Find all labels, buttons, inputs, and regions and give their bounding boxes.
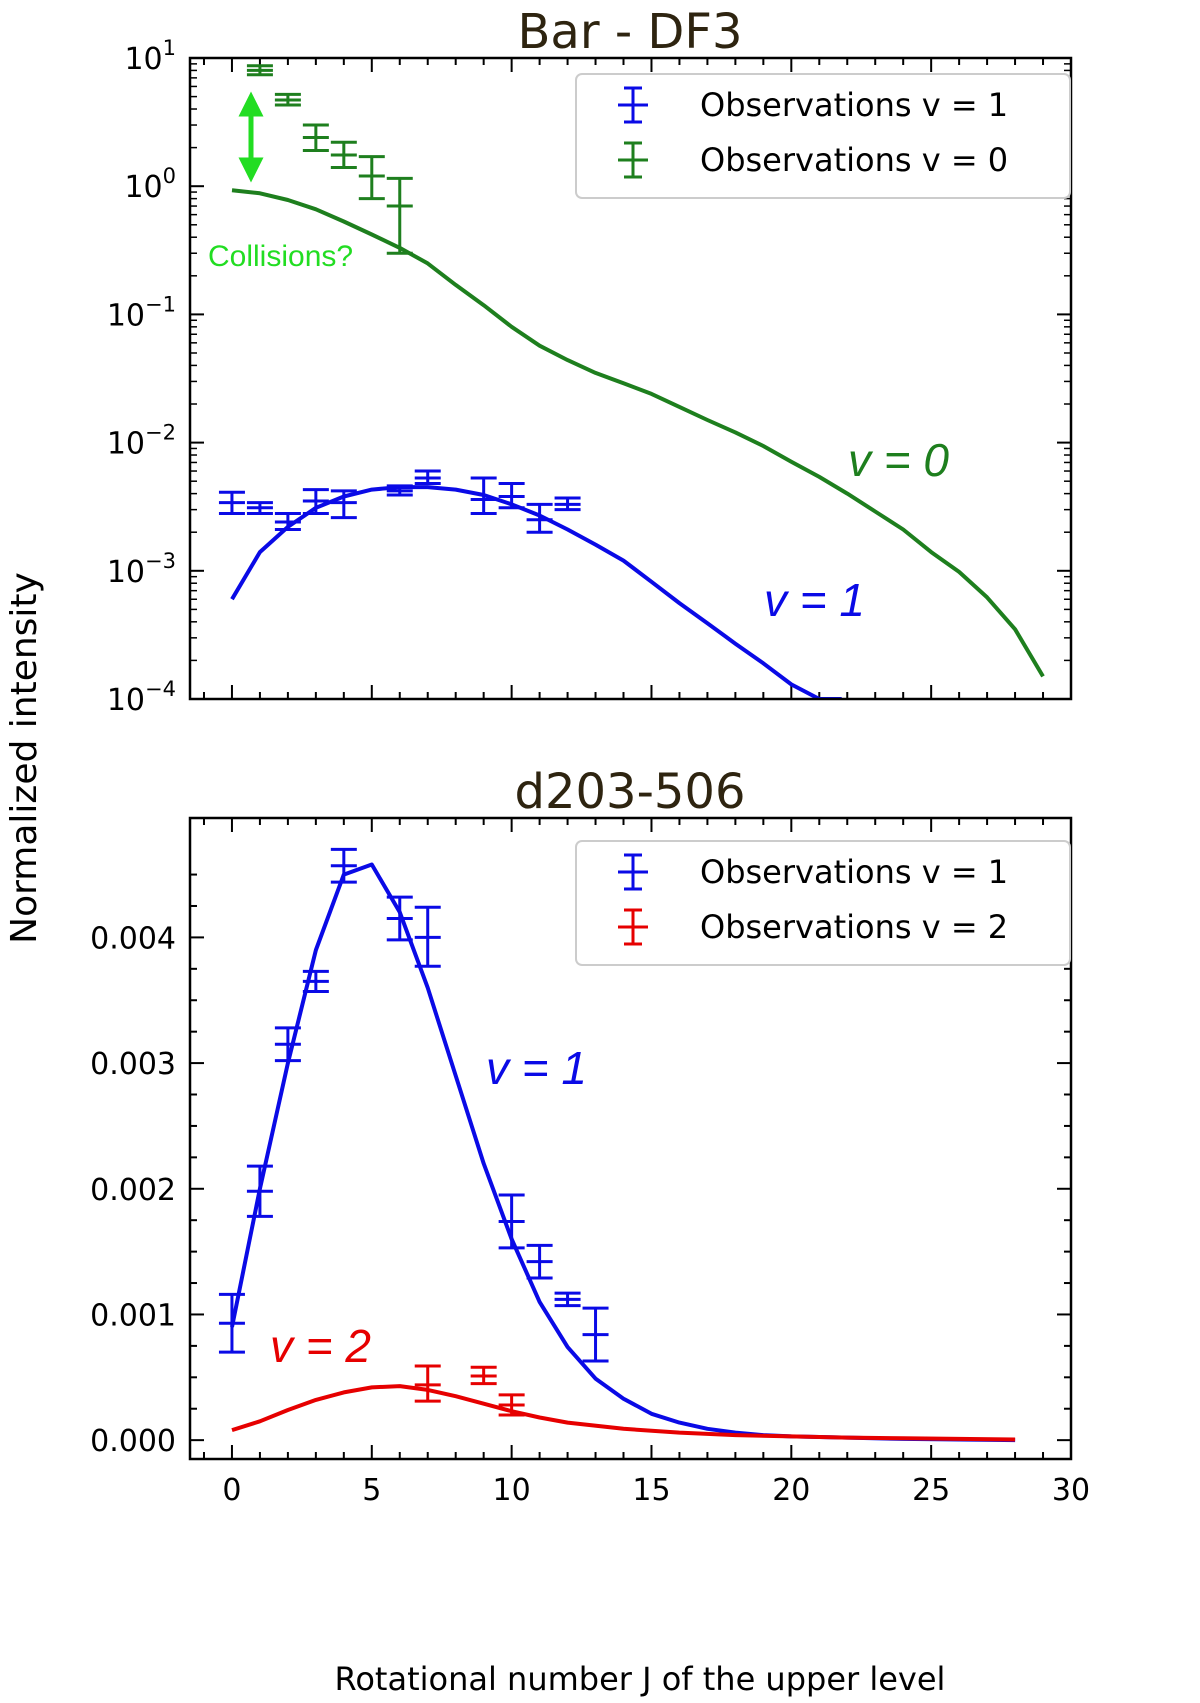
top-ytick-label--4: 10−4 <box>107 677 176 718</box>
bottom-obs-point-2-0 <box>218 1292 245 1354</box>
bottom-panel-title: d203-506 <box>514 764 745 820</box>
top-label-v1: v = 1 <box>764 574 865 626</box>
bottom-obs-point-2-6 <box>414 905 441 968</box>
bottom-legend-label-v1: Observations v = 1 <box>700 853 1008 891</box>
bottom-obs-point-2-7 <box>498 1193 525 1250</box>
top-legend-label-v0: Observations v = 0 <box>700 141 1008 179</box>
bottom-ytick-label-1: 0.001 <box>90 1298 176 1333</box>
bottom-xtick-label-30: 30 <box>1052 1473 1090 1508</box>
bottom-obs-point-2-1 <box>246 1164 273 1218</box>
x-axis-label: Rotational number J of the upper level <box>335 1660 946 1698</box>
bottom-ytick-label-0: 0.000 <box>90 1424 176 1459</box>
bottom-label-v1: v = 1 <box>486 1042 587 1094</box>
top-legend-marker-v1 <box>618 86 648 124</box>
bottom-panel: d203-506 0.000 0.001 0.002 0.003 0.004 0 5 10 1… <box>90 764 1090 1698</box>
bottom-xtick-label-0: 0 <box>222 1473 241 1508</box>
top-obs-point-3-9 <box>526 502 553 534</box>
bottom-legend-marker-v1 <box>618 853 648 891</box>
top-series-group <box>218 64 1045 699</box>
bottom-legend-label-v2: Observations v = 2 <box>700 908 1008 946</box>
top-ytick-label--2: 10−2 <box>107 421 176 462</box>
bottom-y-tick-labels: 0.000 0.001 0.002 0.003 0.004 <box>90 921 176 1459</box>
top-obs-point-3-0 <box>218 490 245 515</box>
bottom-xtick-label-15: 15 <box>632 1473 670 1508</box>
top-obs-point-2-5 <box>386 176 413 255</box>
top-model-line-v0 <box>231 188 1045 678</box>
top-obs-point-3-6 <box>414 469 441 485</box>
top-legend-label-v1: Observations v = 1 <box>700 86 1008 124</box>
top-obs-point-2-2 <box>302 123 329 152</box>
top-obs-point-3-8 <box>498 481 525 510</box>
bottom-ytick-label-4: 0.004 <box>90 921 176 956</box>
top-panel-title: Bar - DF3 <box>517 4 742 60</box>
top-obs-point-3-2 <box>274 511 301 531</box>
top-plot-frame <box>188 56 1073 701</box>
bottom-legend-box <box>575 840 1071 966</box>
bottom-legend: Observations v = 1 Observations v = 2 <box>575 840 1071 966</box>
bottom-series-group <box>218 847 1016 1443</box>
top-obs-point-3-4 <box>330 489 357 520</box>
bottom-obs-point-2-5 <box>386 895 413 942</box>
top-ytick-label--3: 10−3 <box>107 549 176 590</box>
bottom-xtick-label-20: 20 <box>772 1473 810 1508</box>
bottom-xtick-label-5: 5 <box>362 1473 381 1508</box>
bottom-legend-marker-v2 <box>618 908 648 946</box>
top-ytick-label--1: 10−1 <box>107 292 176 333</box>
top-obs-point-3-10 <box>554 496 581 512</box>
bottom-xtick-label-10: 10 <box>493 1473 531 1508</box>
bottom-obs-point-2-9 <box>554 1291 581 1308</box>
bottom-x-tick-labels: 0 5 10 15 20 25 30 <box>222 1473 1090 1508</box>
top-obs-point-3-1 <box>246 501 273 515</box>
bottom-obs-point-2-3 <box>302 969 329 993</box>
bottom-xtick-label-25: 25 <box>912 1473 950 1508</box>
bottom-label-v2: v = 2 <box>270 1320 371 1372</box>
bottom-ytick-label-3: 0.003 <box>90 1047 176 1082</box>
top-ytick-label-1: 101 <box>124 36 176 77</box>
y-axis-label: Normalized intensity <box>4 572 45 944</box>
bottom-model-line-v2 <box>231 1384 1016 1442</box>
top-obs-point-3-3 <box>302 488 329 515</box>
bottom-plot-frame <box>188 816 1073 1461</box>
bottom-obs-point-2-8 <box>526 1243 553 1280</box>
top-legend: Observations v = 1 Observations v = 0 <box>575 73 1071 199</box>
top-obs-point-3-7 <box>470 476 497 515</box>
bottom-obs-point-2-10 <box>582 1306 609 1363</box>
top-obs-point-3-5 <box>386 484 413 497</box>
bottom-obs-point-3-1 <box>470 1365 497 1386</box>
bottom-obs-point-3-0 <box>414 1364 441 1403</box>
top-obs-point-2-3 <box>330 140 357 169</box>
collisions-annotation: Collisions? <box>208 240 353 273</box>
top-obs-point-2-0 <box>246 64 273 77</box>
top-legend-marker-v0 <box>618 141 648 179</box>
top-legend-box <box>575 73 1071 199</box>
top-ytick-label-0: 100 <box>124 164 176 205</box>
bottom-obs-point-2-2 <box>274 1026 301 1063</box>
top-y-tick-labels: 101 100 10−1 10−2 10−3 10−4 <box>107 36 176 718</box>
top-panel: Bar - DF3 101 100 10−1 10−2 10−3 10−4 Collisi… <box>107 4 1073 718</box>
bottom-ytick-label-2: 0.002 <box>90 1173 176 1208</box>
bottom-obs-point-2-4 <box>330 847 357 884</box>
top-obs-point-2-4 <box>358 155 385 201</box>
top-label-v0: v = 0 <box>848 434 949 486</box>
bottom-obs-point-3-2 <box>498 1393 525 1417</box>
top-obs-point-2-1 <box>274 92 301 107</box>
